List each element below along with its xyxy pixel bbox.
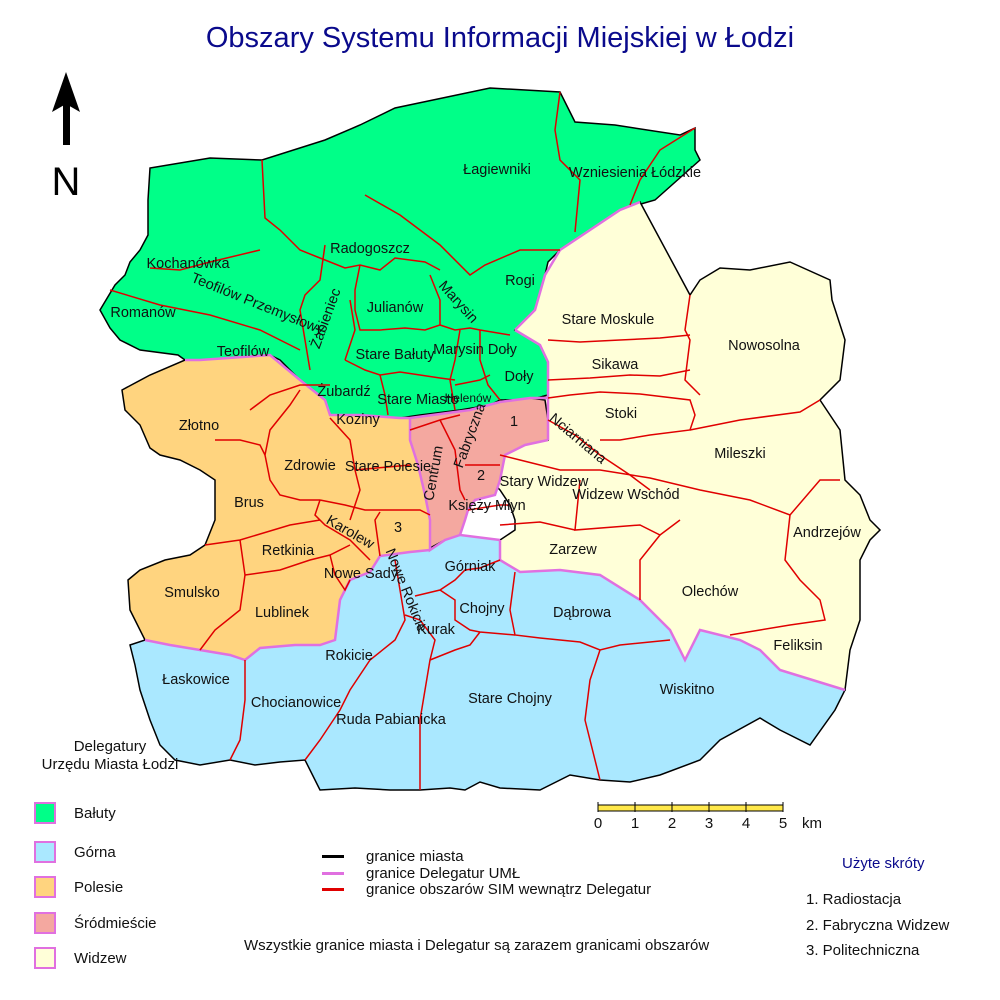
area-label: Rogi — [505, 273, 535, 289]
area-label: Mileszki — [714, 446, 766, 462]
legend-title-line: Urzędu Miasta Łodzi — [41, 756, 179, 773]
scale-tick: 3 — [704, 815, 714, 832]
area-label: Żubardź — [317, 382, 370, 400]
north-arrow: N — [52, 72, 81, 204]
legend-swatch — [34, 841, 56, 863]
area-label: Łagiewniki — [463, 162, 531, 178]
area-label: Stary Widzew — [500, 474, 589, 490]
legend-swatch — [34, 912, 56, 934]
scale-tick: 2 — [667, 815, 677, 832]
abbreviation-item: 3. Politechniczna — [806, 942, 920, 959]
line-key-sim: granice obszarów SIM wewnątrz Delegatur — [322, 881, 651, 898]
area-label: Widzew Wschód — [572, 487, 679, 503]
area-label: Olechów — [682, 584, 739, 600]
area-label: Zdrowie — [284, 458, 336, 474]
area-label: Dąbrowa — [553, 605, 612, 621]
area-label: Kurak — [417, 622, 456, 638]
legend-title-line: Delegatury — [73, 738, 147, 755]
scale-unit: km — [802, 815, 822, 832]
area-label: 1 — [510, 414, 518, 430]
area-label: Stare Bałuty — [356, 347, 436, 363]
area-label: Stoki — [605, 406, 637, 422]
scale-tick: 1 — [630, 815, 640, 832]
legend-label: Widzew — [74, 949, 127, 967]
line-key-label: granice Delegatur UMŁ — [366, 865, 521, 882]
area-label: Lublinek — [255, 605, 310, 621]
map-title: Obszary Systemu Informacji Miejskiej w Ł… — [205, 22, 795, 54]
area-label: Teofilów — [217, 344, 270, 360]
area-label: Zarzew — [549, 542, 597, 558]
area-label: Koziny — [336, 412, 380, 428]
scale-bar — [597, 802, 784, 812]
legend-title: Delegatury Urzędu Miasta Łodzi — [20, 738, 200, 774]
legend-item-srodmiescie: Śródmieście — [34, 912, 157, 934]
legend-swatch — [34, 802, 56, 824]
area-label: Kochanówka — [146, 256, 230, 272]
area-label: Złotno — [179, 418, 219, 434]
area-label: Rokicie — [325, 648, 373, 664]
line-sample — [322, 855, 344, 858]
area-label: Brus — [234, 495, 264, 511]
scale-tick: 5 — [778, 815, 788, 832]
area-label: 2 — [477, 468, 485, 484]
line-sample — [322, 872, 344, 875]
abbreviation-item: 1. Radiostacja — [806, 891, 902, 908]
area-label: Helenów — [445, 391, 492, 405]
abbreviation-item: 2. Fabryczna Widzew — [806, 917, 950, 934]
scale-tick: 0 — [593, 815, 603, 832]
legend-swatch — [34, 947, 56, 969]
area-label: Romanów — [110, 305, 176, 321]
area-label: Sikawa — [592, 357, 640, 373]
abbreviations-title: Użyte skróty — [842, 855, 925, 872]
scale-tick: 4 — [741, 815, 751, 832]
line-key-city: granice miasta — [322, 848, 464, 865]
footnote: Wszystkie granice miasta i Delegatur są … — [244, 937, 710, 954]
area-label: Andrzejów — [793, 525, 861, 541]
legend-item-polesie: Polesie — [34, 876, 123, 898]
area-label: Stare Moskule — [562, 312, 655, 328]
legend-label: Śródmieście — [74, 914, 157, 932]
area-label: Doły — [504, 369, 534, 385]
area-label: Stare Polesie — [345, 459, 431, 475]
area-label: Radogoszcz — [330, 241, 410, 257]
area-label: Wzniesienia Łódzkie — [569, 165, 701, 181]
legend-label: Bałuty — [74, 804, 116, 822]
area-label: Nowe Sady — [324, 566, 399, 582]
area-label: Górniak — [445, 559, 497, 575]
north-label: N — [52, 160, 81, 204]
area-label: Chocianowice — [251, 695, 341, 711]
area-label: Feliksin — [773, 638, 822, 654]
area-label: Nowosolna — [728, 338, 801, 354]
legend-label: Polesie — [74, 878, 124, 896]
line-key-label: granice obszarów SIM wewnątrz Delegatur — [366, 881, 652, 898]
area-label: Księży Młyn — [448, 498, 525, 514]
area-label: Ruda Pabianicka — [336, 712, 447, 728]
area-label: Stare Chojny — [468, 691, 553, 707]
area-label: Wiskitno — [660, 682, 715, 698]
area-label: Stare Miasto — [377, 392, 458, 408]
area-label: Łaskowice — [162, 672, 230, 688]
line-key-label: granice miasta — [366, 848, 464, 865]
legend-item-gorna: Górna — [34, 841, 116, 863]
area-label: Retkinia — [262, 543, 315, 559]
legend-swatch — [34, 876, 56, 898]
area-label: Marysin Doły — [433, 342, 518, 358]
line-sample — [322, 888, 344, 891]
legend-item-widzew: Widzew — [34, 947, 127, 969]
line-key-delegatura: granice Delegatur UMŁ — [322, 865, 520, 882]
area-label: Chojny — [459, 601, 505, 617]
sim-borders — [109, 91, 840, 790]
legend-item-baluty: Bałuty — [34, 802, 116, 824]
legend-label: Górna — [74, 843, 116, 861]
legend: Delegatury Urzędu Miasta Łodzi Bałuty Gó… — [20, 738, 240, 969]
area-label: 3 — [394, 520, 402, 536]
area-label: Julianów — [367, 300, 424, 316]
area-label: Smulsko — [164, 585, 220, 601]
